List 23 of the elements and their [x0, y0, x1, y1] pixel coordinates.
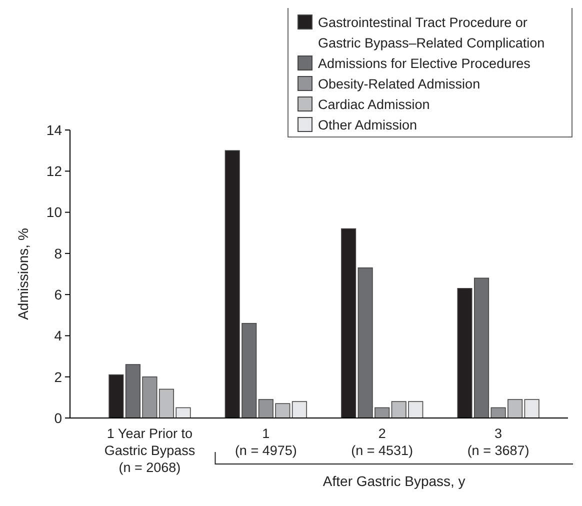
y-axis-title: Admissions, % [15, 228, 31, 320]
bar [524, 399, 540, 418]
text: After Gastric Bypass, y [322, 473, 466, 489]
legend-label: Admissions for Elective Procedures [318, 56, 531, 71]
legend-label: Obesity-Related Admission [318, 76, 480, 92]
y-tick-label: 0 [54, 410, 62, 426]
x-tick-label: 3 (n = 3687) [467, 426, 530, 458]
y-tick-label: 10 [46, 204, 62, 220]
bar [292, 401, 307, 418]
y-tick-label: 12 [46, 163, 62, 180]
legend-label: Gastrointestinal Tract Procedure or Gastric Bypass–Related Complication [318, 15, 545, 50]
y-tick-label: 4 [54, 328, 62, 344]
x-tick-label: 1 (n = 4975) [234, 426, 297, 458]
x-tick-label: 1 Year Prior to Gastric Bypass (n = 2068) [104, 426, 196, 475]
y-tick-label: 2 [54, 368, 62, 385]
x-tick-label: 2 (n = 4531) [351, 426, 414, 458]
y-tick-label: 14 [46, 122, 62, 138]
y-tick-label: 6 [54, 286, 62, 302]
y-tick-label: 8 [54, 245, 62, 262]
bar [108, 374, 124, 418]
legend-label: Other Admission [318, 118, 418, 132]
bar [341, 228, 356, 418]
legend-label: Cardiac Admission [318, 97, 430, 112]
